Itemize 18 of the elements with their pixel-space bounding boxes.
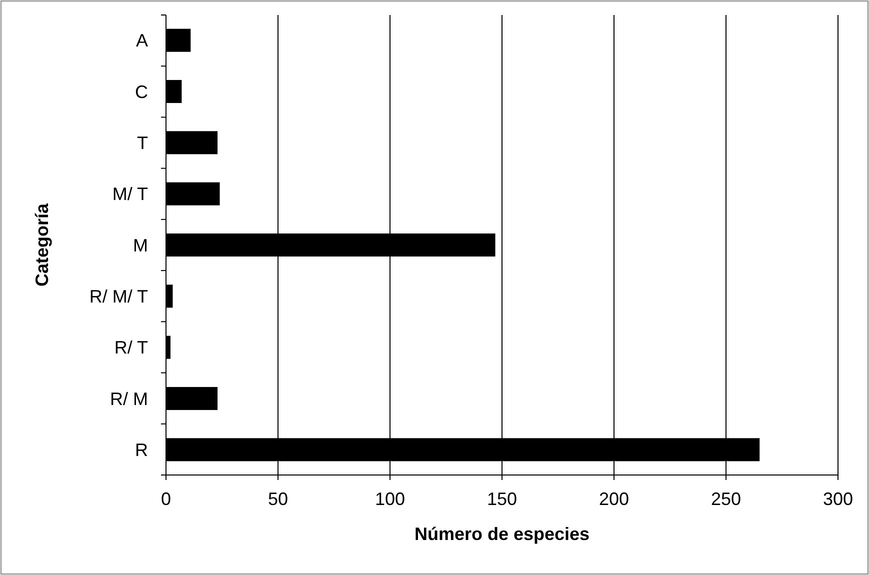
y-tick-label: C: [135, 82, 148, 102]
y-tick-label: R/ M/ T: [89, 286, 148, 306]
y-tick-label: M: [133, 235, 148, 256]
x-tick-label: 150: [486, 489, 518, 509]
x-tick-label: 100: [374, 489, 406, 509]
y-tick-label: R/ T: [114, 338, 148, 358]
x-axis-title: Número de especies: [414, 524, 590, 544]
y-tick-label: M/ T: [112, 184, 148, 204]
y-axis-title: Categoría: [32, 202, 52, 287]
x-tick-label: 50: [268, 489, 288, 509]
y-tick-label: R/ M: [110, 388, 148, 409]
y-tick-label: T: [137, 132, 148, 153]
x-tick-label: 0: [160, 489, 172, 509]
x-tick-label: 300: [822, 489, 854, 509]
y-tick-label: R: [135, 440, 148, 460]
x-tick-label: 200: [598, 489, 630, 509]
y-tick-label: A: [136, 30, 148, 51]
x-tick-label: 250: [710, 489, 742, 509]
